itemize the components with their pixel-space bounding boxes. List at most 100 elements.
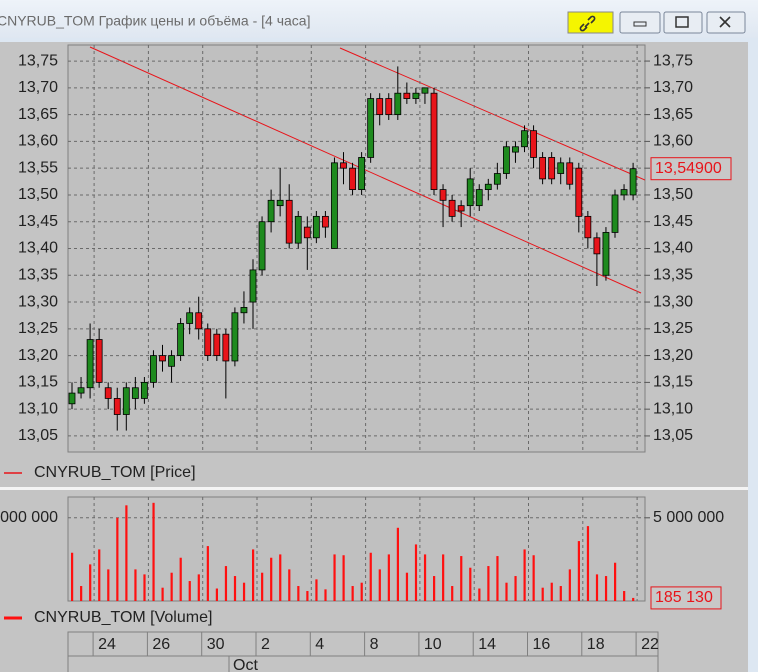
candle-body [95,339,103,383]
candle-body [267,199,275,223]
trend-lines [89,46,645,294]
volume-bar [342,555,345,601]
x-tick-label: 2 [261,636,270,653]
volume-bar [116,517,119,601]
candle-body [303,226,311,239]
candle-body [412,92,420,99]
volume-bar [442,554,445,601]
volume-bar [279,554,282,601]
candle-body [466,178,474,207]
volume-bar [595,574,599,601]
candle-body [512,146,519,153]
x-tick-label: 18 [587,636,605,653]
candle-body [159,355,166,362]
candle-body [113,398,121,415]
volume-bar [487,566,490,601]
y-tick-label: 13,70 [18,79,58,96]
y-tick-label: 13,30 [653,293,693,310]
candle-body [521,130,528,148]
volume-bar [541,587,544,601]
candle-body [240,307,248,314]
candle-body [448,199,456,217]
candle-body [367,98,375,158]
volume-bar [134,569,137,601]
y-tick-label: 13,05 [653,427,693,444]
x-tick-label: 24 [98,636,116,653]
volume-bar [143,574,146,601]
volume-bar [270,557,273,601]
volume-bar [614,562,617,601]
candle-body [376,98,384,116]
maximize-icon [675,16,689,28]
volume-bar [460,556,463,601]
volume-bar [532,555,535,601]
x-tick-label: 8 [370,636,379,653]
x-tick-label: 30 [207,636,225,653]
volume-bar [170,572,173,601]
volume-bar [632,597,635,601]
candle-body [312,215,320,239]
candle-body [385,98,393,116]
candle-body [430,92,438,190]
x-axis-days [67,631,659,657]
candle-body [168,355,175,367]
volume-bar [188,581,191,601]
y-tick-label: 13,55 [18,159,58,176]
y-tick-label: 13,25 [18,320,58,337]
candle-body [285,199,293,244]
volume-bar [89,564,92,601]
volume-bar [523,549,526,601]
volume-bar [242,582,246,601]
candle-body [177,323,185,357]
candle-body [566,162,574,185]
last-value-label: 185 130 [655,589,713,606]
candle-body [340,162,347,169]
volume-bar [577,541,580,601]
y-tick-label: 13,10 [653,400,693,417]
volume-bar [252,549,255,601]
volume-bar [315,579,318,601]
y-tick-label: 5 000 000 [653,509,724,526]
candle-body [602,232,610,276]
month-label: Oct [233,657,258,672]
volume-bar [161,587,164,601]
y-tick-label: 13,40 [18,240,58,257]
candle-body [439,189,447,201]
volume-bar [559,586,562,601]
volume-bar [306,591,309,601]
volume-bar [179,557,182,601]
candle-body [195,312,203,330]
candle-body [421,87,429,94]
y-tick-label: 13,50 [653,186,693,203]
volume-bar [550,582,553,601]
y-tick-label: 13,60 [653,133,693,150]
volume-plot [67,496,646,602]
maximize-button[interactable] [663,11,703,34]
volume-bar [215,588,218,601]
y-tick-label: 13,15 [18,374,58,391]
candle-body [321,215,329,228]
candle-body [86,339,94,389]
y-tick-label: 5 000 000 [0,509,58,526]
candle-body [593,237,601,255]
candle-body [68,392,76,405]
candle-body [186,312,194,324]
link-button[interactable] [567,11,614,34]
candle-body [394,92,402,116]
volume-bar [197,574,200,601]
trend-line [89,46,642,294]
candle-body [349,167,356,190]
volume-bar [152,502,155,601]
y-tick-label: 13,25 [653,320,693,337]
candle-body [258,221,266,271]
candle-body [611,194,619,233]
volume-bar [514,576,517,601]
last-value-box [650,586,722,610]
y-tick-label: 13,50 [18,186,58,203]
candle-body [502,146,510,174]
volume-bar [125,505,128,601]
x-tick-label: 14 [478,636,496,653]
volume-bar [469,567,472,601]
x-tick-label: 4 [315,636,324,653]
